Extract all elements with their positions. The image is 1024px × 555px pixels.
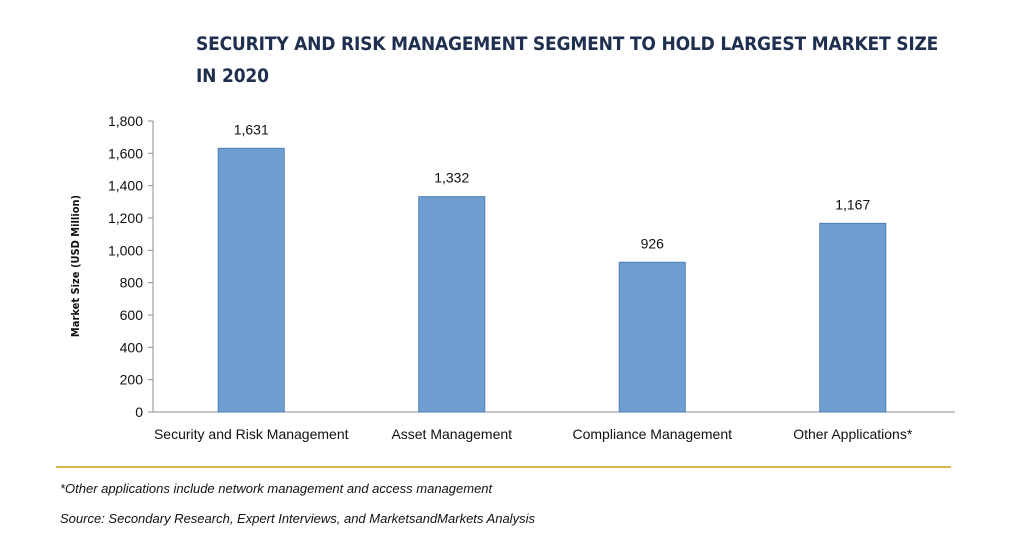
chart-title: SECURITY AND RISK MANAGEMENT SEGMENT TO … [196, 28, 976, 92]
bar [217, 147, 285, 413]
y-tick-label: 400 [120, 339, 144, 355]
bar [819, 222, 887, 413]
source-note: Source: Secondary Research, Expert Inter… [60, 511, 535, 526]
y-tick-label: 1,600 [108, 145, 143, 161]
y-tick-label: 600 [120, 307, 144, 323]
data-label: 1,631 [234, 121, 269, 137]
data-label: 926 [641, 235, 665, 251]
y-tick-label: 0 [135, 404, 143, 420]
y-tick-label: 200 [120, 372, 144, 388]
bar [618, 261, 686, 413]
chart-title-line-1: SECURITY AND RISK MANAGEMENT SEGMENT TO … [196, 33, 939, 55]
y-tick-label: 1,000 [108, 242, 143, 258]
y-tick-label: 1,800 [108, 113, 143, 129]
x-tick-label: Compliance Management [572, 426, 732, 442]
footnote-other-applications: *Other applications include network mana… [60, 481, 493, 496]
y-tick-label: 800 [120, 275, 144, 291]
x-tick-label: Asset Management [391, 426, 512, 442]
data-label: 1,332 [434, 170, 469, 186]
x-tick-label: Security and Risk Management [154, 426, 349, 442]
y-tick-label: 1,400 [108, 178, 143, 194]
x-tick-label: Other Applications* [793, 426, 913, 442]
y-axis-label: Market Size (USD Million) [69, 195, 82, 337]
bar [418, 196, 486, 413]
y-tick-label: 1,200 [108, 210, 143, 226]
chart-title-line-2: IN 2020 [196, 65, 269, 87]
data-label: 1,167 [835, 196, 870, 212]
bar-chart: 0 200 400 600 800 1,000 1,200 1,400 1,600 1,800 Ma… [69, 113, 955, 442]
footnote-divider [56, 466, 951, 468]
